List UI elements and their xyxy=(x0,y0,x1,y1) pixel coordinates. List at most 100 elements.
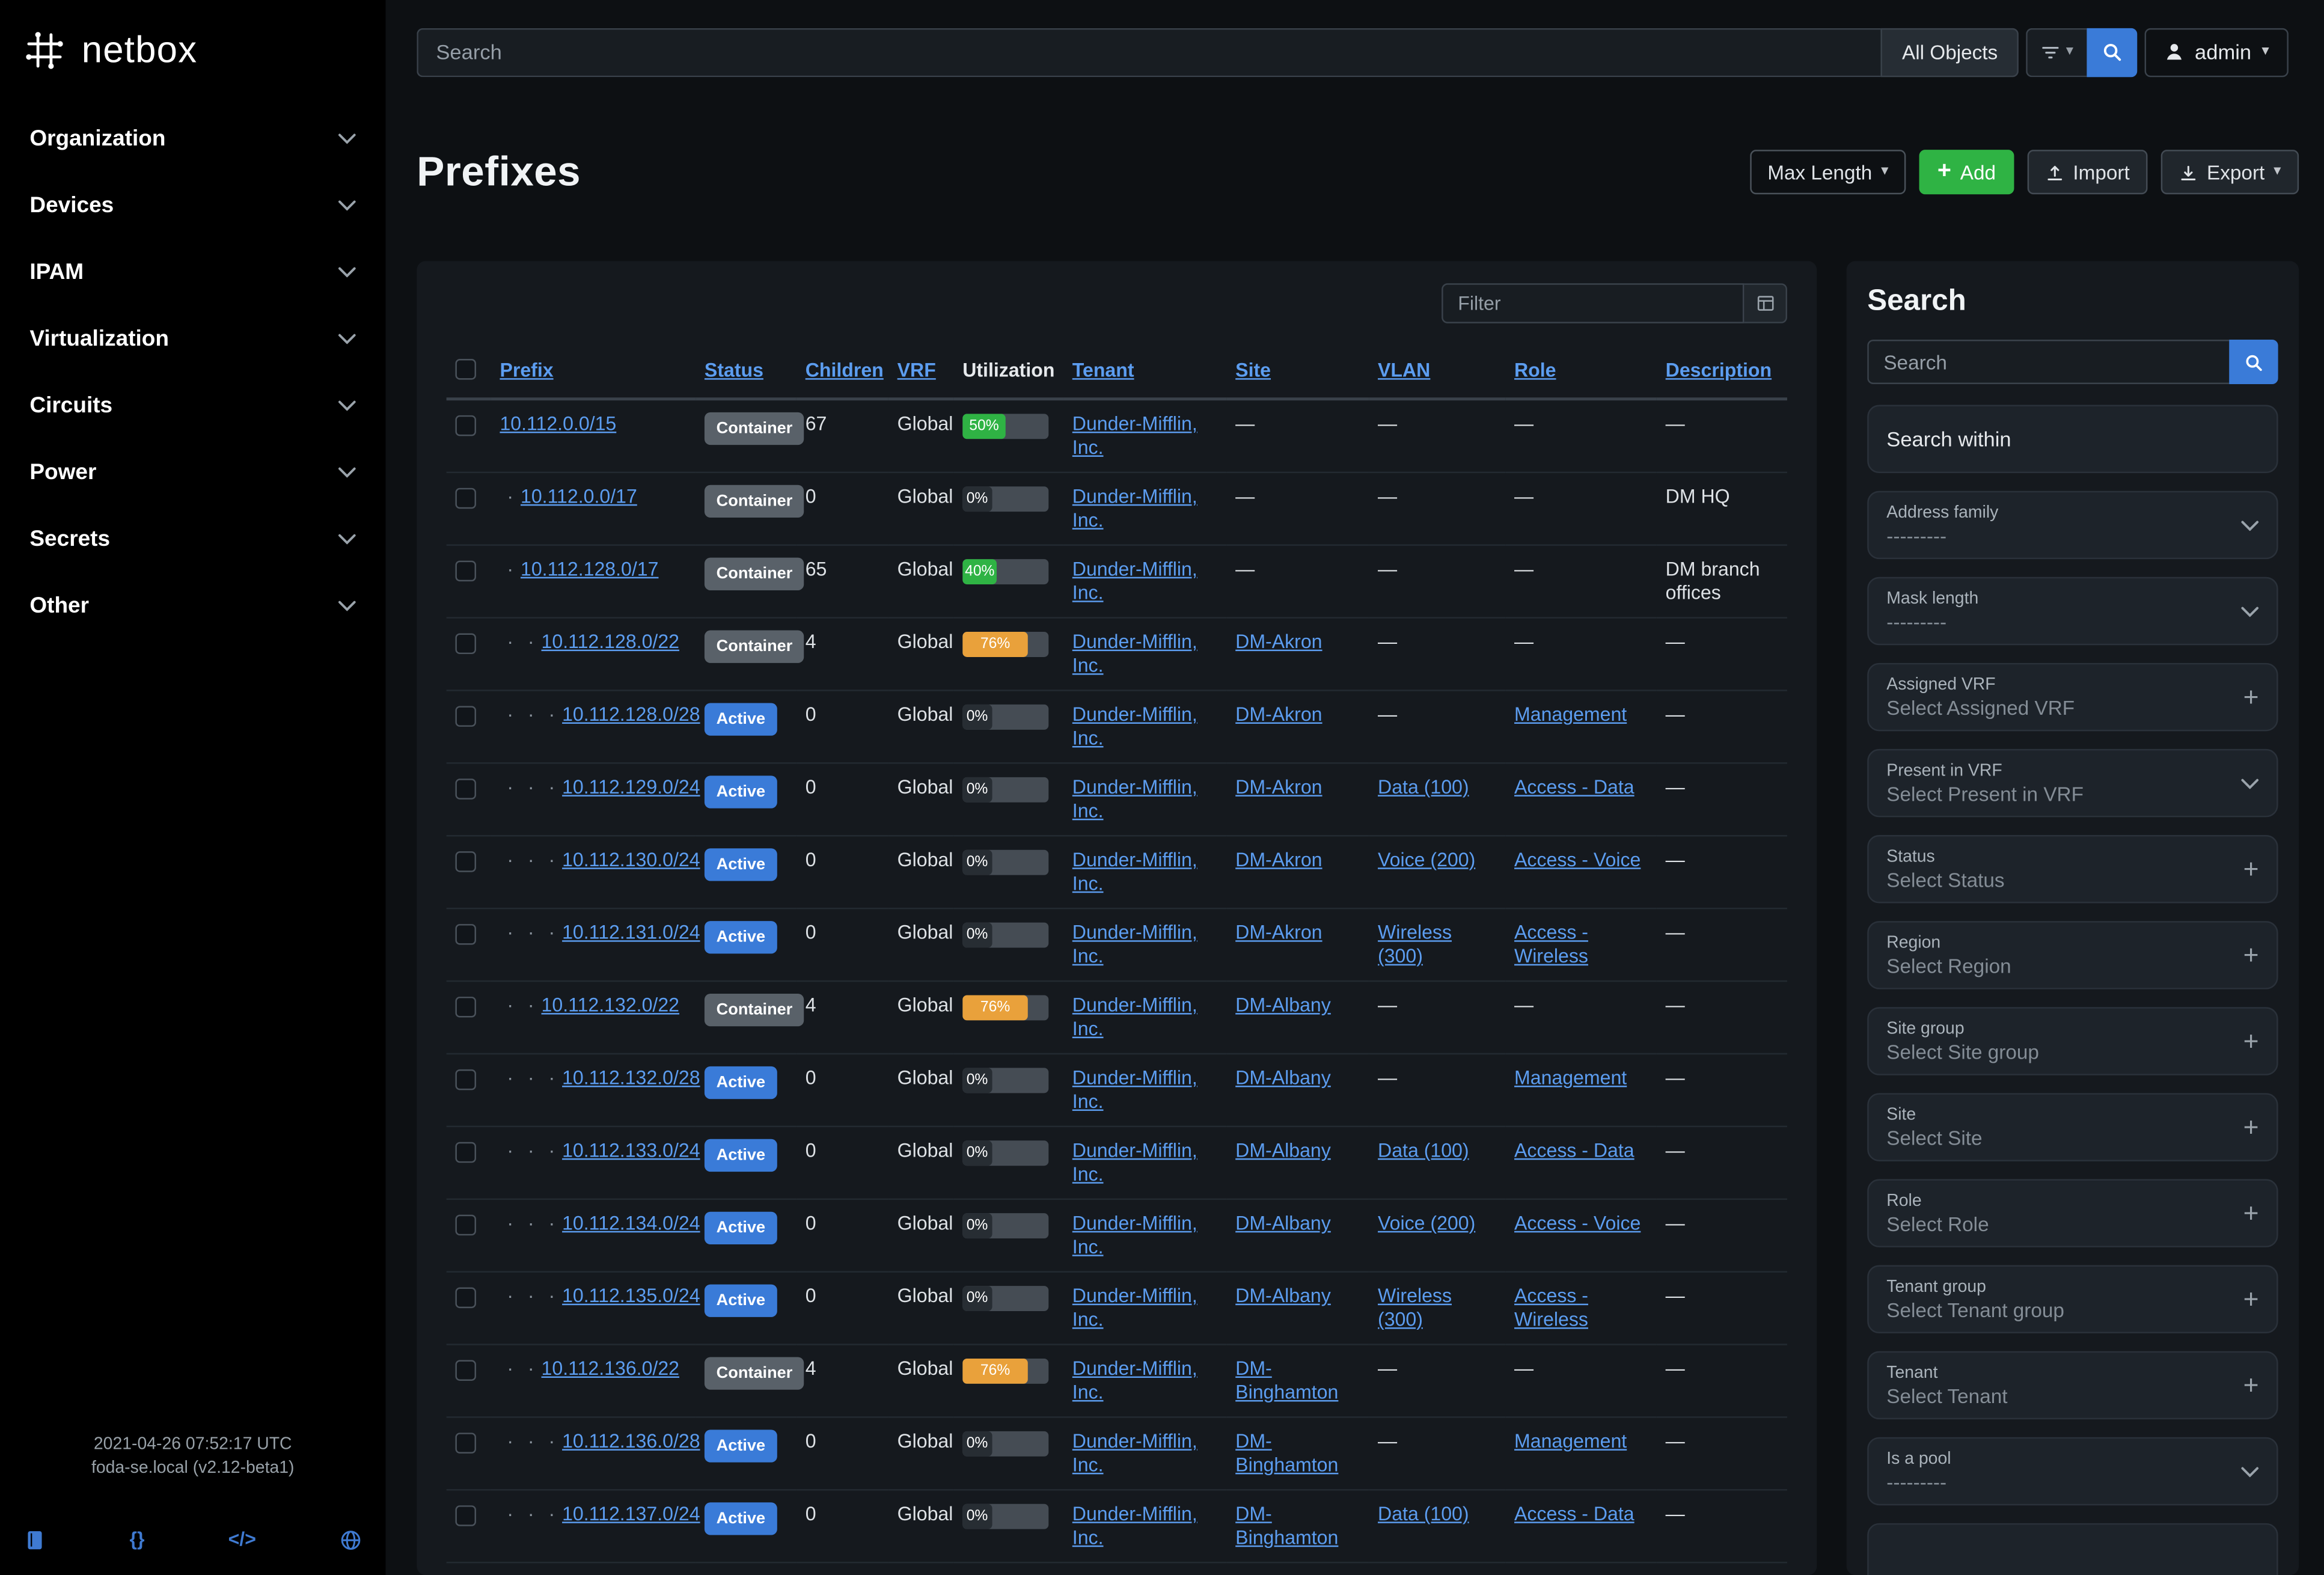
filter-field-site[interactable]: Site Select Site + xyxy=(1867,1093,2278,1161)
search-submit-button[interactable] xyxy=(2087,27,2138,77)
row-checkbox[interactable] xyxy=(455,488,476,509)
filter-field-present-in-vrf[interactable]: Present in VRF Select Present in VRF xyxy=(1867,748,2278,818)
sidebar-item-ipam[interactable]: IPAM xyxy=(23,239,362,305)
role-link[interactable]: Management xyxy=(1514,1066,1627,1089)
code-icon[interactable]: </> xyxy=(228,1528,256,1550)
brand[interactable]: netbox xyxy=(0,0,385,102)
prefix-link[interactable]: 10.112.136.0/28 xyxy=(562,1430,700,1452)
site-link[interactable]: DM-Binghamton xyxy=(1235,1430,1339,1476)
row-checkbox[interactable] xyxy=(455,415,476,436)
sidebar-search-button[interactable] xyxy=(2229,339,2278,385)
role-link[interactable]: Management xyxy=(1514,703,1627,726)
prefix-link[interactable]: 10.112.136.0/22 xyxy=(541,1357,680,1380)
role-link[interactable]: Access - Data xyxy=(1514,775,1634,798)
tenant-link[interactable]: Dunder-Mifflin, Inc. xyxy=(1072,485,1197,531)
prefix-link[interactable]: 10.112.0.0/15 xyxy=(500,412,617,435)
docs-book-icon[interactable] xyxy=(23,1529,46,1552)
prefix-link[interactable]: 10.112.134.0/24 xyxy=(562,1211,700,1234)
row-checkbox[interactable] xyxy=(455,924,476,945)
prefix-link[interactable]: 10.112.133.0/24 xyxy=(562,1139,700,1161)
site-link[interactable]: DM-Akron xyxy=(1235,703,1323,726)
table-filter-input[interactable] xyxy=(1442,283,1745,323)
filter-field-role[interactable]: Role Select Role + xyxy=(1867,1179,2278,1247)
sidebar-item-secrets[interactable]: Secrets xyxy=(23,506,362,572)
tenant-link[interactable]: Dunder-Mifflin, Inc. xyxy=(1072,630,1197,677)
filter-field-status[interactable]: Status Select Status + xyxy=(1867,835,2278,904)
prefix-link[interactable]: 10.112.128.0/17 xyxy=(520,557,659,580)
site-link[interactable]: DM-Albany xyxy=(1235,1284,1331,1307)
site-link[interactable]: DM-Akron xyxy=(1235,848,1323,871)
select-all-checkbox[interactable] xyxy=(455,359,476,380)
tenant-link[interactable]: Dunder-Mifflin, Inc. xyxy=(1072,1211,1197,1258)
sidebar-item-devices[interactable]: Devices xyxy=(23,172,362,239)
filter-field-tenant[interactable]: Tenant Select Tenant + xyxy=(1867,1351,2278,1420)
site-link[interactable]: DM-Albany xyxy=(1235,1211,1331,1234)
sidebar-item-circuits[interactable]: Circuits xyxy=(23,372,362,439)
sidebar-item-organization[interactable]: Organization xyxy=(23,105,362,172)
row-checkbox[interactable] xyxy=(455,1287,476,1309)
row-checkbox[interactable] xyxy=(455,706,476,727)
prefix-link[interactable]: 10.112.132.0/28 xyxy=(562,1066,700,1089)
prefix-link[interactable]: 10.112.131.0/24 xyxy=(562,921,700,944)
tenant-link[interactable]: Dunder-Mifflin, Inc. xyxy=(1072,1284,1197,1331)
tenant-link[interactable]: Dunder-Mifflin, Inc. xyxy=(1072,703,1197,749)
row-checkbox[interactable] xyxy=(455,560,476,582)
prefix-link[interactable]: 10.112.129.0/24 xyxy=(562,775,700,798)
vlan-link[interactable]: Data (100) xyxy=(1378,1502,1469,1525)
site-link[interactable]: DM-Albany xyxy=(1235,994,1331,1017)
filter-field-site-group[interactable]: Site group Select Site group + xyxy=(1867,1007,2278,1075)
site-link[interactable]: DM-Binghamton xyxy=(1235,1357,1339,1403)
tenant-link[interactable]: Dunder-Mifflin, Inc. xyxy=(1072,1502,1197,1549)
search-within-card[interactable]: Search within xyxy=(1867,405,2278,474)
prefix-link[interactable]: 10.112.135.0/24 xyxy=(562,1284,700,1307)
prefix-link[interactable]: 10.112.132.0/22 xyxy=(541,994,680,1017)
site-link[interactable]: DM-Akron xyxy=(1235,775,1323,798)
table-config-button[interactable] xyxy=(1744,283,1787,323)
role-link[interactable]: Access - Data xyxy=(1514,1139,1634,1161)
vlan-link[interactable]: Voice (200) xyxy=(1378,1211,1476,1234)
prefix-link[interactable]: 10.112.130.0/24 xyxy=(562,848,700,871)
vlan-link[interactable]: Data (100) xyxy=(1378,775,1469,798)
tenant-link[interactable]: Dunder-Mifflin, Inc. xyxy=(1072,1066,1197,1113)
row-checkbox[interactable] xyxy=(455,633,476,655)
filter-field-address-family[interactable]: Address family --------- xyxy=(1867,491,2278,560)
role-link[interactable]: Access - Wireless xyxy=(1514,921,1588,967)
role-link[interactable]: Access - Wireless xyxy=(1514,1284,1588,1331)
sidebar-item-other[interactable]: Other xyxy=(23,572,362,639)
tenant-link[interactable]: Dunder-Mifflin, Inc. xyxy=(1072,775,1197,822)
tenant-link[interactable]: Dunder-Mifflin, Inc. xyxy=(1072,848,1197,895)
tenant-link[interactable]: Dunder-Mifflin, Inc. xyxy=(1072,994,1197,1040)
user-menu-button[interactable]: admin ▾ xyxy=(2144,27,2289,77)
export-button[interactable]: Export ▾ xyxy=(2160,150,2299,195)
row-checkbox[interactable] xyxy=(455,1505,476,1526)
prefix-link[interactable]: 10.112.128.0/22 xyxy=(541,630,680,653)
global-search-input[interactable] xyxy=(417,27,1882,77)
filter-field-tenant-group[interactable]: Tenant group Select Tenant group + xyxy=(1867,1265,2278,1334)
search-scope-button[interactable]: All Objects xyxy=(1881,27,2019,77)
vlan-link[interactable]: Voice (200) xyxy=(1378,848,1476,871)
row-checkbox[interactable] xyxy=(455,1142,476,1163)
role-link[interactable]: Access - Voice xyxy=(1514,848,1641,871)
row-checkbox[interactable] xyxy=(455,1069,476,1090)
prefix-link[interactable]: 10.112.137.0/24 xyxy=(562,1502,700,1525)
filter-field-mask-length[interactable]: Mask length --------- xyxy=(1867,576,2278,646)
prefix-link[interactable]: 10.112.0.0/17 xyxy=(520,485,637,507)
filter-field-region[interactable]: Region Select Region + xyxy=(1867,921,2278,989)
filter-field-is-a-pool[interactable]: Is a pool --------- xyxy=(1867,1437,2278,1506)
filter-field-assigned-vrf[interactable]: Assigned VRF Select Assigned VRF + xyxy=(1867,662,2278,732)
import-button[interactable]: Import xyxy=(2026,150,2148,195)
sidebar-search-input[interactable] xyxy=(1867,339,2230,385)
site-link[interactable]: DM-Akron xyxy=(1235,630,1323,653)
role-link[interactable]: Access - Data xyxy=(1514,1502,1634,1525)
row-checkbox[interactable] xyxy=(455,996,476,1018)
role-link[interactable]: Access - Voice xyxy=(1514,1211,1641,1234)
role-link[interactable]: Management xyxy=(1514,1430,1627,1452)
tenant-link[interactable]: Dunder-Mifflin, Inc. xyxy=(1072,557,1197,604)
row-checkbox[interactable] xyxy=(455,1360,476,1381)
vlan-link[interactable]: Wireless (300) xyxy=(1378,1284,1452,1331)
search-filter-dropdown[interactable]: ▾ xyxy=(2026,27,2087,77)
site-link[interactable]: DM-Binghamton xyxy=(1235,1502,1339,1549)
row-checkbox[interactable] xyxy=(455,1214,476,1236)
sidebar-item-power[interactable]: Power xyxy=(23,439,362,506)
vlan-link[interactable]: Wireless (300) xyxy=(1378,921,1452,967)
